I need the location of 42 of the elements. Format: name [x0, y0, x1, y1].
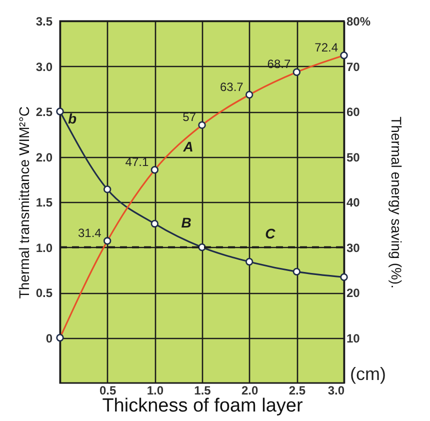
y-tick-label: 2.0	[36, 150, 53, 164]
y2-axis-title: Thermal energy saving (%).	[388, 116, 405, 288]
point	[292, 268, 301, 276]
x-tick-label: 0.5	[99, 384, 116, 398]
point	[245, 258, 254, 266]
x-tick-label: 3.0	[328, 384, 345, 398]
y-tick-label: 2.5	[36, 105, 53, 119]
y2-tick-label: 30	[346, 240, 360, 255]
x-tick-label: 1.0	[146, 384, 164, 398]
y2-tick-label: 80%	[346, 14, 371, 28]
data-label: 57	[182, 110, 196, 124]
y2-tick-label: 50	[346, 150, 360, 164]
data-label: 72.4	[314, 40, 338, 54]
annotation: b	[68, 110, 77, 126]
point	[340, 273, 348, 281]
y-tick-label: 0.5	[36, 286, 53, 300]
y-axis-title: Thermal transmittance WIM²°C	[16, 106, 32, 299]
point	[56, 108, 64, 116]
y2-tick-label: 10	[346, 331, 360, 346]
point	[150, 220, 159, 228]
data-label: 31.4	[78, 226, 102, 240]
y2-tick-label: 20	[346, 286, 360, 300]
x-tick-label: 2.5	[288, 384, 306, 398]
point	[103, 185, 112, 194]
y2-tick-label: 70	[346, 60, 360, 74]
y2-tick-label: 60	[346, 105, 360, 119]
data-label: 63.7	[220, 80, 244, 94]
point	[198, 243, 206, 252]
data-label: 47.1	[125, 154, 149, 169]
series-label: B	[181, 214, 192, 230]
x-tick-label: 1.5	[194, 384, 212, 398]
y-tick-label: 0	[46, 331, 53, 346]
text: (cm)	[350, 364, 386, 384]
y-tick-label: 3.0	[36, 60, 53, 74]
y-tick-label: 1.5	[36, 196, 53, 210]
x-tick-label: 2.0	[241, 384, 258, 398]
x-axis-title: Thickness of foam layer	[102, 396, 304, 416]
y-tick-label: 3.5	[36, 14, 53, 28]
ref-line-label: C	[265, 225, 276, 242]
y-tick-label: 1.0	[36, 240, 53, 255]
y2-tick-label: 40	[346, 196, 360, 210]
series-label: A	[182, 138, 194, 154]
